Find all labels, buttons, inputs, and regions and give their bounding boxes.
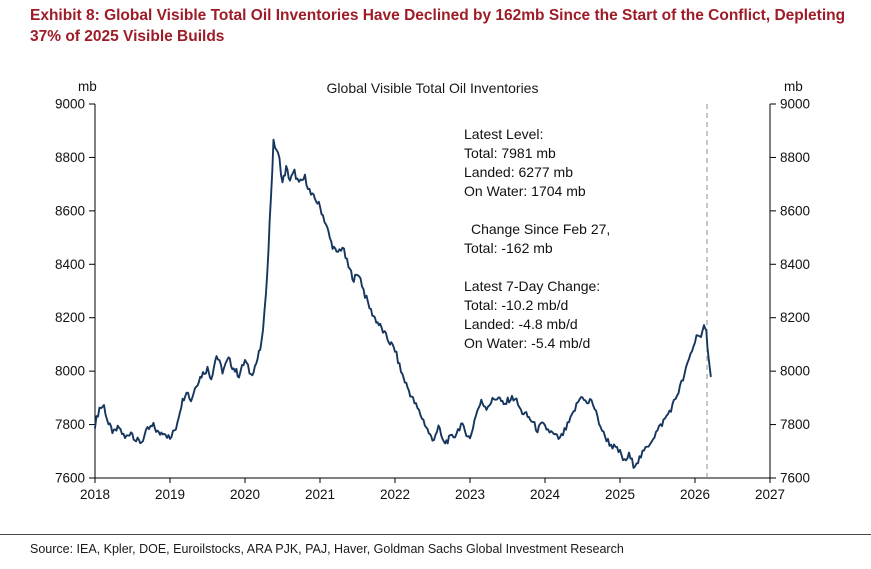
annotation-line: Total: -10.2 mb/d [464, 297, 569, 314]
annotation-line: Landed: 6277 mb [464, 164, 573, 181]
series-line-total-inventories [94, 138, 712, 469]
annotation-line: On Water: -5.4 mb/d [464, 335, 591, 352]
y-tick-label-left: 7800 [55, 417, 85, 432]
annotation-latest-level: Latest Level: Total: 7981 mb Landed: 627… [464, 125, 694, 201]
y-tick-label-left: 8600 [55, 203, 85, 218]
y-tick-label-right: 8200 [780, 310, 810, 325]
x-tick-label: 2018 [80, 487, 110, 502]
annotation-line: Landed: -4.8 mb/d [464, 316, 578, 333]
y-tick-label-left: 7600 [55, 471, 85, 486]
y-tick-label-right: 7800 [780, 417, 810, 432]
y-tick-label-right: 8400 [780, 257, 810, 272]
annotation-change-since: Change Since Feb 27, Total: -162 mb [464, 220, 694, 258]
x-tick-label: 2025 [605, 487, 635, 502]
y-tick-label-left: 8400 [55, 257, 85, 272]
line-chart-svg: 7600 7600 7800 7800 8000 8000 8200 8200 8400 8400… [55, 97, 810, 503]
y-axis-unit-left: mb [78, 79, 97, 94]
annotation-line: Change Since Feb 27, [471, 221, 611, 238]
annotation-line: Total: 7981 mb [464, 145, 556, 162]
y-tick-label-right: 8600 [780, 203, 810, 218]
x-tick-label: 2026 [680, 487, 710, 502]
x-tick-label: 2027 [755, 487, 785, 502]
y-tick-label-right: 7600 [780, 471, 810, 486]
y-axis-unit-right: mb [784, 79, 803, 94]
y-tick-label-left: 8000 [55, 364, 85, 379]
chart-annotation: Latest Level: Total: 7981 mb Landed: 627… [464, 125, 694, 372]
annotation-latest-7day: Latest 7-Day Change: Total: -10.2 mb/d L… [464, 277, 694, 353]
y-tick-label-right: 8800 [780, 150, 810, 165]
x-tick-label: 2023 [455, 487, 485, 502]
exhibit-title: Exhibit 8: Global Visible Total Oil Inve… [30, 7, 846, 45]
footer-divider [0, 534, 871, 535]
x-tick-label: 2020 [230, 487, 260, 502]
y-tick-label-left: 9000 [55, 97, 85, 112]
x-tick-label: 2019 [155, 487, 185, 502]
annotation-line: Total: -162 mb [464, 240, 553, 257]
x-tick-label: 2021 [305, 487, 335, 502]
annotation-line: Latest Level: [464, 126, 544, 142]
y-tick-label-right: 9000 [780, 97, 810, 112]
x-tick-label: 2022 [380, 487, 410, 502]
y-tick-label-left: 8800 [55, 150, 85, 165]
annotation-line: Latest 7-Day Change: [464, 278, 601, 295]
x-tick-label: 2024 [530, 487, 561, 502]
chart-title: Global Visible Total Oil Inventories [326, 80, 539, 96]
annotation-line: On Water: 1704 mb [464, 183, 586, 200]
y-tick-label-left: 8200 [55, 310, 85, 325]
y-tick-label-right: 8000 [780, 364, 810, 379]
source-attribution: Source: IEA, Kpler, DOE, Euroilstocks, A… [30, 542, 624, 556]
